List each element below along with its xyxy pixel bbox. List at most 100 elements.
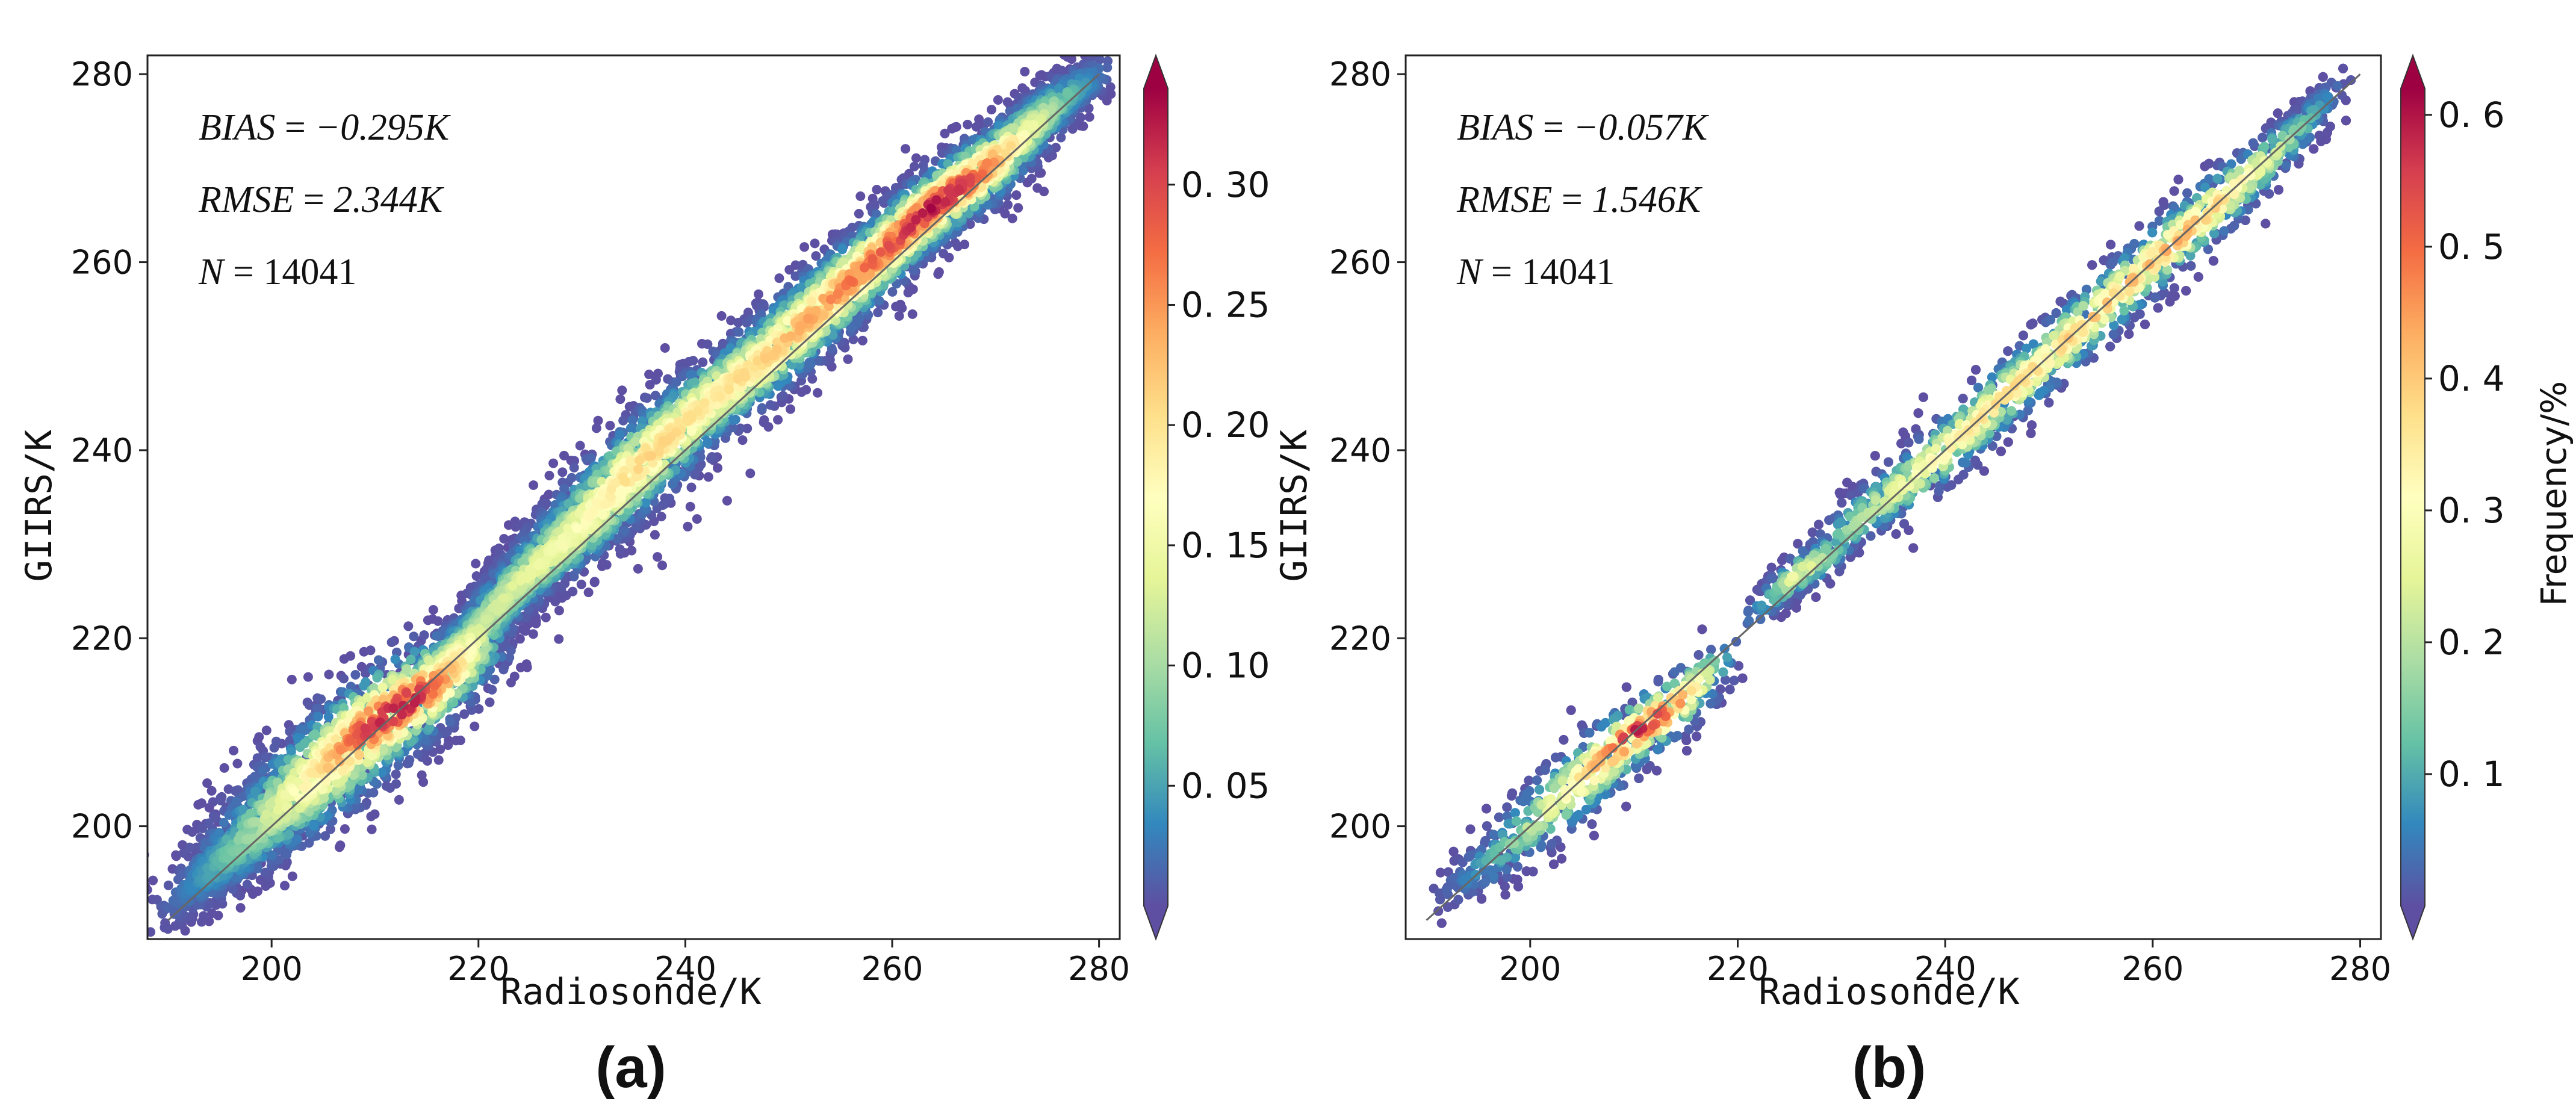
scatter-point <box>417 770 427 780</box>
scatter-point <box>1063 52 1072 62</box>
scatter-point <box>651 375 661 385</box>
scatter-point <box>187 827 197 837</box>
scatter-point <box>207 786 217 796</box>
scatter-point <box>480 615 490 624</box>
scatter-point <box>687 483 697 492</box>
scatter-point <box>382 781 391 791</box>
scatter-point <box>504 653 514 662</box>
scatter-point <box>164 881 173 890</box>
scatter-point <box>1027 174 1037 184</box>
scatter-point <box>653 552 662 562</box>
scatter-point <box>630 437 640 447</box>
scatter-point <box>686 502 695 512</box>
scatter-point <box>665 494 674 503</box>
scatter-point <box>972 122 981 132</box>
scatter-point <box>361 677 370 687</box>
scatter-point <box>766 400 775 410</box>
scatter-point <box>633 564 643 574</box>
scatter-point <box>683 522 692 532</box>
scatter-point <box>300 739 309 748</box>
scatter-point <box>510 672 520 681</box>
scatter-point <box>615 544 625 554</box>
scatter-point <box>236 903 246 913</box>
scatter-point <box>261 881 270 891</box>
scatter-point <box>872 185 881 194</box>
scatter-point <box>541 613 551 622</box>
scatter-point <box>413 749 423 759</box>
scatter-point <box>554 606 564 615</box>
scatter-point <box>933 269 943 279</box>
scatter-point <box>854 209 864 219</box>
scatter-point <box>403 621 413 631</box>
scatter-point <box>804 358 814 367</box>
scatter-point <box>891 302 901 311</box>
scatter-point <box>391 769 401 779</box>
scatter-point <box>759 418 769 427</box>
scatter-point <box>243 879 252 889</box>
scatter-point <box>773 415 783 424</box>
scatter-point <box>786 405 795 414</box>
scatter-point <box>545 471 554 480</box>
scatter-point <box>873 308 883 317</box>
scatter-point <box>590 577 600 587</box>
scatter-point <box>1003 200 1013 209</box>
scatter-point <box>799 242 809 252</box>
scatter-point <box>567 473 577 483</box>
scatter-point <box>366 811 376 821</box>
scatter-point <box>313 712 323 722</box>
scatter-point <box>487 685 497 695</box>
scatter-point <box>204 819 214 828</box>
scatter-point <box>340 824 350 834</box>
scatter-point <box>722 496 732 506</box>
scatter-point <box>270 743 279 752</box>
scatter-point <box>324 670 334 680</box>
scatter-point <box>911 153 921 163</box>
scatter-point <box>372 673 382 683</box>
scatter-point <box>445 718 455 727</box>
scatter-point <box>774 382 783 391</box>
scatter-point <box>688 356 698 365</box>
scatter-point <box>548 459 558 468</box>
scatter-point <box>657 560 667 570</box>
scatter-point <box>910 162 919 172</box>
scatter-point <box>1011 190 1021 200</box>
scatter-point <box>1062 88 1072 98</box>
scatter-point <box>757 403 767 413</box>
scatter-point <box>405 755 414 764</box>
scatter-point <box>908 309 917 319</box>
scatter-point <box>618 416 628 426</box>
scatter-point <box>778 391 788 401</box>
scatter-point <box>1032 183 1042 193</box>
scatter-point <box>855 313 864 323</box>
scatter-point <box>706 454 716 464</box>
scatter-point <box>554 634 563 644</box>
scatter-point <box>204 870 214 880</box>
scatter-point <box>993 95 1003 105</box>
scatter-point <box>199 911 208 921</box>
scatter-point <box>774 273 784 283</box>
scatter-point <box>420 630 429 640</box>
scatter-point <box>592 423 601 433</box>
scatter-point <box>983 117 993 127</box>
scatter-point <box>429 605 438 615</box>
scatter-point <box>875 296 884 306</box>
scatter-point <box>717 311 727 321</box>
scatter-point <box>119 895 129 905</box>
scatter-point <box>692 514 702 524</box>
scatter-point <box>529 480 538 490</box>
scatter-point <box>220 763 229 773</box>
scatter-point <box>280 881 290 890</box>
scatter-point <box>316 694 326 704</box>
scatter-point <box>855 191 865 201</box>
scatter-point <box>759 300 769 310</box>
scatter-point <box>813 388 822 398</box>
scatter-point <box>303 672 313 682</box>
scatter-point <box>232 759 242 769</box>
scatter-point <box>308 820 318 830</box>
scatter-point <box>229 746 238 755</box>
scatter-point <box>1056 133 1066 143</box>
scatter-point <box>605 421 615 430</box>
scatter-point <box>409 631 418 641</box>
scatter-point <box>602 560 612 569</box>
scatter-point <box>193 800 203 810</box>
